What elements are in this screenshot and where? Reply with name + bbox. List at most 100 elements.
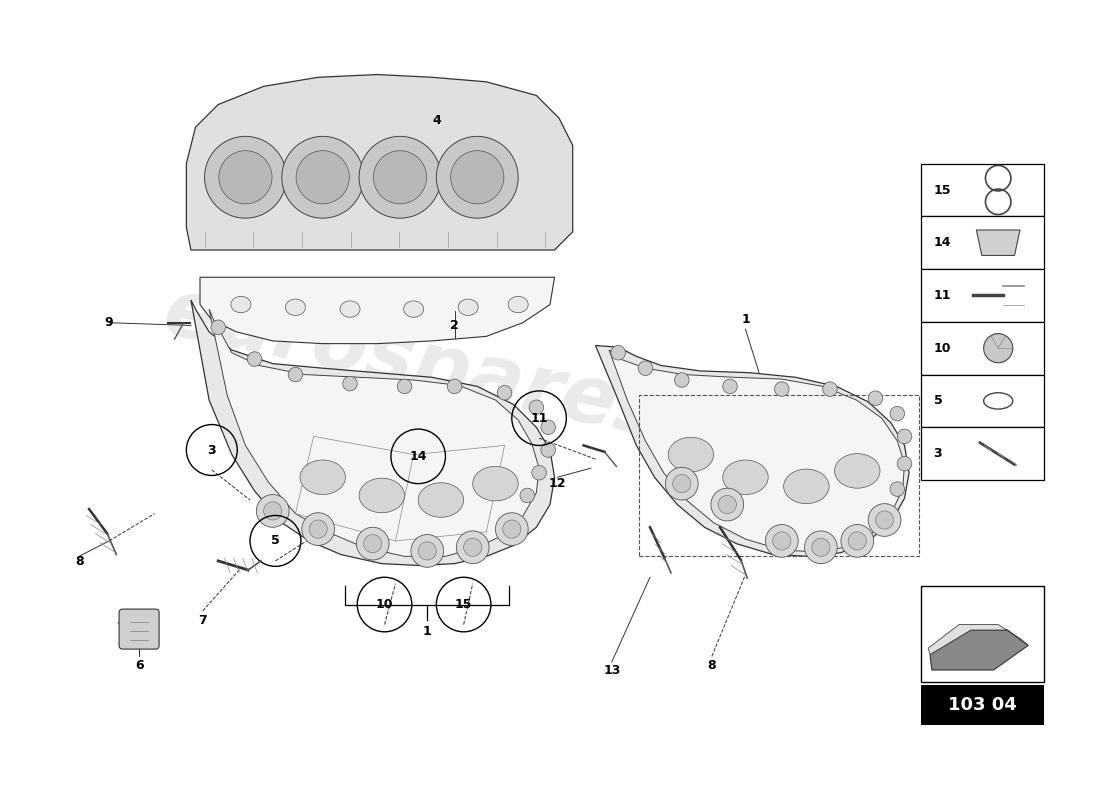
Text: 15: 15 [934,183,952,197]
Ellipse shape [404,301,424,318]
Circle shape [890,406,904,421]
Ellipse shape [473,466,518,501]
Text: 10: 10 [376,598,394,611]
Polygon shape [609,350,904,552]
Circle shape [205,136,286,218]
Circle shape [898,429,912,444]
Bar [921,427,1044,480]
Ellipse shape [340,301,360,318]
Polygon shape [191,300,554,566]
Bar [921,586,1044,682]
Ellipse shape [231,296,251,313]
Polygon shape [200,278,554,344]
Circle shape [373,150,427,204]
Bar [921,269,1044,322]
Circle shape [296,150,350,204]
Circle shape [448,379,462,394]
Circle shape [868,504,901,536]
Circle shape [531,466,547,480]
Circle shape [397,379,411,394]
Polygon shape [209,309,539,556]
Circle shape [456,531,490,564]
Circle shape [774,382,789,396]
Circle shape [256,494,289,527]
Bar [921,216,1044,269]
Polygon shape [977,230,1020,255]
Circle shape [812,538,830,556]
Bar [921,164,1044,216]
Ellipse shape [300,460,345,494]
Circle shape [282,136,364,218]
Circle shape [804,531,837,564]
Circle shape [718,495,736,514]
Circle shape [848,532,867,550]
Text: 14: 14 [409,450,427,463]
Text: 3: 3 [208,443,216,457]
Circle shape [503,520,521,538]
Ellipse shape [783,469,829,504]
Circle shape [868,391,882,406]
Ellipse shape [668,438,714,472]
Circle shape [343,376,358,391]
Circle shape [418,542,437,560]
Ellipse shape [508,296,528,313]
Ellipse shape [286,299,306,315]
Ellipse shape [418,482,463,518]
Circle shape [248,352,262,366]
Circle shape [219,150,272,204]
Text: 3: 3 [934,447,943,460]
Circle shape [541,420,556,434]
Bar [921,322,1044,374]
Text: 103 04: 103 04 [948,695,1016,714]
Ellipse shape [459,299,478,315]
Text: 2: 2 [450,319,459,332]
Text: 12: 12 [549,477,566,490]
Circle shape [364,534,382,553]
Circle shape [723,379,737,394]
Circle shape [356,527,389,560]
Text: 1: 1 [741,314,750,326]
Circle shape [711,488,744,521]
Circle shape [411,534,443,567]
Bar [639,394,920,556]
Circle shape [898,456,912,471]
Text: 13: 13 [603,665,620,678]
Circle shape [211,320,226,334]
Circle shape [301,513,334,546]
Text: 5: 5 [934,394,943,407]
Text: 7: 7 [198,614,207,626]
Text: 11: 11 [530,412,548,425]
Circle shape [823,382,837,396]
Text: a passion for parts since 1985: a passion for parts since 1985 [278,418,550,474]
Circle shape [876,511,893,529]
Polygon shape [186,74,573,250]
FancyBboxPatch shape [119,609,160,649]
Circle shape [772,532,791,550]
Circle shape [497,386,512,400]
Circle shape [520,488,535,502]
Text: 8: 8 [75,555,84,568]
Circle shape [359,136,441,218]
Text: 5: 5 [271,534,279,547]
Circle shape [638,361,652,375]
Bar [921,685,1044,726]
Polygon shape [595,346,909,556]
Bar [921,374,1044,427]
Circle shape [541,442,556,458]
Text: 6: 6 [135,659,143,672]
Text: 15: 15 [455,598,472,611]
Circle shape [529,400,543,414]
Circle shape [610,346,626,360]
Text: 1: 1 [422,626,431,638]
Circle shape [463,538,482,556]
Circle shape [451,150,504,204]
Circle shape [674,373,689,387]
Polygon shape [930,630,1028,670]
Polygon shape [928,625,1028,654]
Circle shape [437,136,518,218]
Text: 9: 9 [104,316,113,330]
Circle shape [288,367,302,382]
Ellipse shape [835,454,880,488]
Text: 4: 4 [432,114,441,126]
Circle shape [309,520,328,538]
